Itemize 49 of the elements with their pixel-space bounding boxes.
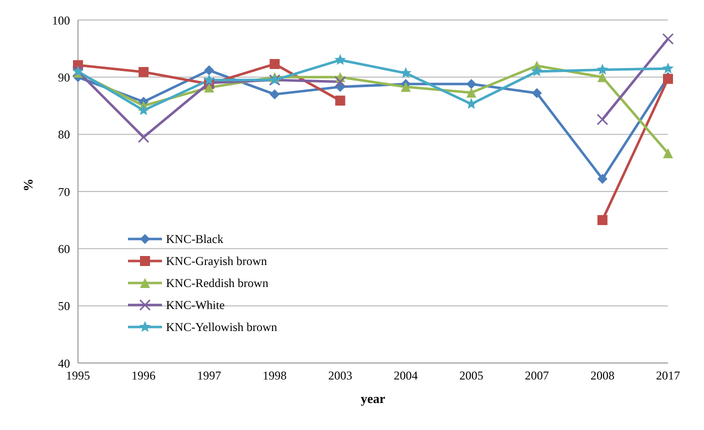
point xyxy=(531,65,543,76)
x-tick-label: 2004 xyxy=(394,368,418,383)
point xyxy=(204,65,214,76)
x-tick-label: 2007 xyxy=(524,368,549,383)
point xyxy=(138,131,150,143)
x-tick-label: 1995 xyxy=(66,368,90,383)
point xyxy=(662,62,674,74)
y-tick-label: 80 xyxy=(58,128,70,142)
point xyxy=(334,76,346,88)
point xyxy=(597,215,608,226)
point xyxy=(597,72,608,82)
point xyxy=(400,82,411,92)
point xyxy=(662,33,674,45)
point xyxy=(335,96,346,106)
y-tick-label: 40 xyxy=(58,356,70,370)
point xyxy=(203,74,215,85)
point xyxy=(400,67,412,78)
y-tick-label: 100 xyxy=(52,13,70,28)
x-tick-label: 1998 xyxy=(262,368,287,383)
x-tick-label: 2003 xyxy=(328,368,352,383)
x-tick-label: 1997 xyxy=(197,368,222,383)
legend-label: KNC-Black xyxy=(166,231,224,248)
legend-label: KNC-White xyxy=(166,297,225,314)
point xyxy=(663,148,673,158)
point xyxy=(138,104,150,116)
x-tick-label: 2017 xyxy=(656,368,680,383)
y-tick-label: 90 xyxy=(58,70,70,84)
point xyxy=(466,79,476,90)
y-tick-label: 50 xyxy=(58,299,70,314)
point xyxy=(532,88,542,98)
x-tick-label: 1996 xyxy=(132,368,156,383)
x-tick-label: 2008 xyxy=(590,368,614,383)
y-axis-title: % xyxy=(20,178,36,192)
y-tick-label: 70 xyxy=(58,184,70,199)
point xyxy=(270,89,280,100)
legend-label: KNC-Reddish brown xyxy=(166,275,268,292)
legend-label: KNC-Grayish brown xyxy=(166,253,267,270)
point xyxy=(138,67,149,78)
x-tick-label: 2005 xyxy=(459,368,484,383)
point xyxy=(466,98,478,109)
point xyxy=(596,114,608,126)
y-tick-label: 60 xyxy=(58,242,70,256)
point xyxy=(270,59,280,70)
point xyxy=(596,64,608,75)
point xyxy=(334,54,346,65)
point xyxy=(597,174,608,184)
legend-label: KNC-Yellowish brown xyxy=(166,319,278,336)
point xyxy=(466,88,476,98)
x-axis-title: year xyxy=(360,391,386,406)
